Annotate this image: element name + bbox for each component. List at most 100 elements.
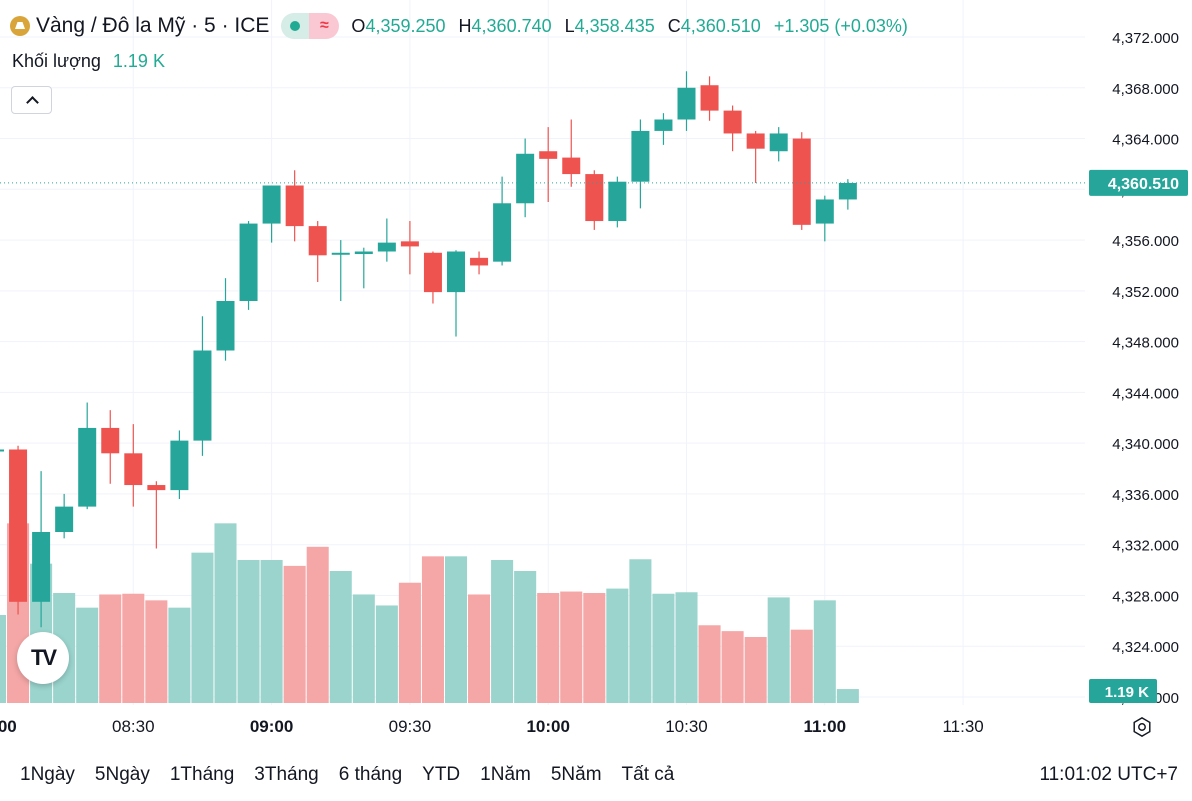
range-button-0[interactable]: 1Ngày bbox=[20, 764, 75, 785]
volume-bar-4 bbox=[76, 607, 99, 703]
candle-body-21 bbox=[470, 257, 489, 266]
high-value: 4,360.740 bbox=[471, 15, 552, 36]
last-price-label: 4,360.510 bbox=[1108, 176, 1179, 193]
candle-28 bbox=[631, 119, 650, 209]
volume-bar-14 bbox=[306, 546, 329, 703]
candle-body-35 bbox=[792, 138, 811, 225]
candle-29 bbox=[654, 113, 673, 145]
candle-0 bbox=[0, 449, 4, 452]
status-pill[interactable]: ≈ bbox=[281, 13, 340, 39]
range-button-4[interactable]: 6 tháng bbox=[338, 764, 403, 785]
candle-2 bbox=[32, 471, 51, 628]
volume-bar-34 bbox=[767, 597, 790, 703]
volume-bar-9 bbox=[191, 552, 214, 703]
y-tick-label-8: 4,340.000 bbox=[1112, 436, 1179, 453]
volume-bar-25 bbox=[560, 591, 583, 703]
candle-8 bbox=[170, 430, 189, 499]
candle-body-17 bbox=[377, 242, 396, 252]
x-tick-label-2: 09:00 bbox=[250, 717, 293, 736]
volume-bar-32 bbox=[721, 631, 744, 703]
volume-bar-0 bbox=[0, 615, 7, 703]
candle-body-33 bbox=[746, 133, 765, 149]
gold-coin-icon bbox=[10, 16, 30, 36]
range-button-5[interactable]: YTD bbox=[422, 764, 461, 785]
candle-body-5 bbox=[101, 427, 120, 454]
candle-body-15 bbox=[331, 252, 350, 255]
change-value: +1.305 (+0.03%) bbox=[773, 15, 908, 36]
volume-bar-19 bbox=[421, 556, 444, 703]
candle-10 bbox=[216, 278, 235, 361]
candle-body-34 bbox=[769, 133, 788, 152]
volume-bar-17 bbox=[375, 605, 398, 703]
candle-body-14 bbox=[308, 226, 327, 256]
candle-30 bbox=[677, 71, 696, 131]
candle-27 bbox=[608, 176, 627, 228]
volume-bar-21 bbox=[468, 594, 491, 703]
clock-timezone[interactable]: 11:01:02 UTC+7 bbox=[1039, 764, 1178, 785]
open-label: O bbox=[351, 15, 366, 36]
candle-13 bbox=[285, 170, 304, 242]
candle-body-20 bbox=[447, 251, 465, 293]
volume-bar-27 bbox=[606, 588, 629, 703]
y-tick-label-9: 4,336.000 bbox=[1112, 487, 1179, 504]
symbol-title[interactable]: Vàng / Đô la Mỹ · 5 · ICE bbox=[36, 14, 270, 37]
candle-body-27 bbox=[608, 181, 627, 222]
candle-36 bbox=[815, 195, 834, 242]
volume-bar-37 bbox=[836, 689, 859, 703]
y-tick-label-12: 4,324.000 bbox=[1112, 639, 1179, 656]
price-axis[interactable]: 4,372.0004,368.0004,364.0004,360.0004,35… bbox=[1089, 30, 1188, 707]
volume-bar-36 bbox=[813, 600, 836, 703]
y-tick-label-0: 4,372.000 bbox=[1112, 30, 1179, 47]
y-tick-label-11: 4,328.000 bbox=[1112, 588, 1179, 605]
range-button-1[interactable]: 5Ngày bbox=[94, 764, 150, 785]
candle-body-24 bbox=[539, 151, 558, 159]
x-tick-label-3: 09:30 bbox=[389, 717, 432, 736]
y-tick-label-10: 4,332.000 bbox=[1112, 538, 1179, 555]
tradingview-logo[interactable]: TV bbox=[17, 632, 69, 684]
price-chart[interactable]: 4,372.0004,368.0004,364.0004,360.0004,35… bbox=[0, 0, 1192, 750]
volume-legend[interactable]: Khối lượng 1.19 K bbox=[12, 51, 165, 72]
candle-body-37 bbox=[838, 182, 857, 200]
range-button-6[interactable]: 1Năm bbox=[480, 764, 531, 785]
range-button-2[interactable]: 1Tháng bbox=[169, 764, 235, 785]
candle-31 bbox=[700, 76, 719, 121]
range-button-3[interactable]: 3Tháng bbox=[254, 764, 319, 785]
candle-body-29 bbox=[654, 119, 673, 131]
close-value: 4,360.510 bbox=[680, 15, 761, 36]
candle-body-28 bbox=[631, 130, 650, 182]
high-label: H bbox=[458, 15, 472, 36]
ohlc-values: O4,359.250 H4,360.740 L4,358.435 C4,360.… bbox=[351, 16, 908, 37]
volume-bar-31 bbox=[698, 625, 721, 703]
settings-gear-icon[interactable] bbox=[1131, 716, 1153, 738]
candle-24 bbox=[539, 127, 558, 202]
volume-bar-5 bbox=[99, 594, 122, 703]
open-value: 4,359.250 bbox=[365, 15, 446, 36]
y-tick-label-7: 4,344.000 bbox=[1112, 385, 1179, 402]
candle-4 bbox=[78, 402, 97, 510]
candle-body-26 bbox=[585, 174, 604, 222]
time-axis[interactable]: 08:00 08:30 09:00 09:30 10:00 10:30 11:00 11:30 bbox=[0, 717, 984, 736]
x-tick-label-0: 08:00 bbox=[0, 717, 17, 736]
candle-37 bbox=[838, 179, 857, 210]
last-volume-badge bbox=[1089, 679, 1157, 703]
range-button-8[interactable]: Tất cả bbox=[621, 764, 675, 785]
x-tick-label-4: 10:00 bbox=[526, 717, 569, 736]
candle-35 bbox=[792, 132, 811, 230]
candle-34 bbox=[769, 127, 788, 162]
candle-14 bbox=[308, 221, 327, 282]
candle-body-2 bbox=[32, 532, 51, 602]
candle-12 bbox=[262, 185, 281, 243]
candle-body-10 bbox=[216, 301, 235, 351]
collapse-legend-button[interactable] bbox=[11, 86, 52, 114]
candle-5 bbox=[101, 410, 120, 484]
candle-23 bbox=[516, 138, 535, 218]
candle-6 bbox=[124, 424, 143, 507]
volume-bar-8 bbox=[168, 607, 191, 703]
volume-bar-10 bbox=[214, 523, 237, 703]
volume-bar-29 bbox=[652, 593, 675, 703]
range-button-7[interactable]: 5Năm bbox=[550, 764, 602, 785]
x-tick-label-6: 11:00 bbox=[804, 717, 847, 736]
market-open-icon bbox=[281, 13, 310, 39]
candle-body-13 bbox=[285, 185, 304, 227]
volume-bar-22 bbox=[491, 560, 514, 703]
